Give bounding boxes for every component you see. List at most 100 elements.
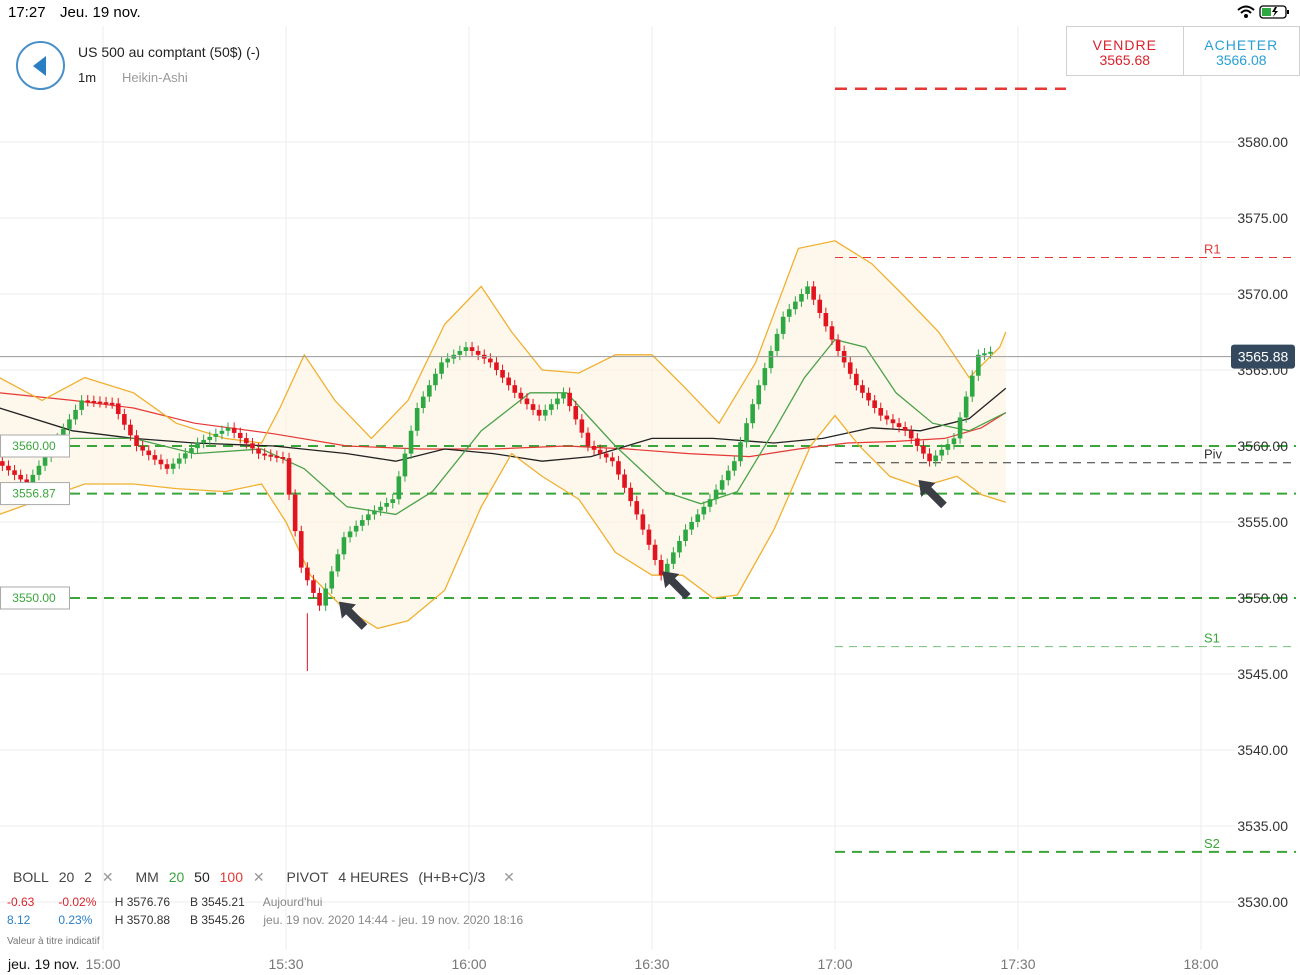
high-value: H 3576.76 [114,895,171,909]
candle-body [427,385,432,397]
candle-body [945,444,951,450]
buy-price: 3566.08 [1215,52,1267,68]
candle-body [103,402,109,405]
mm-20: 20 [168,869,185,885]
candle-body [122,414,127,425]
candle-body [445,358,450,363]
buy-label: ACHETER [1204,37,1279,53]
arrow-shape [339,601,368,630]
candle-body [384,503,389,507]
candle-body [713,489,719,500]
candle-body [933,455,938,462]
last-price-badge [1231,344,1295,369]
candle-body [237,432,243,439]
pointer-arrow-icon [339,601,368,630]
x-tick-label: 18:00 [1183,956,1218,972]
remove-boll-button[interactable]: ✕ [101,869,114,885]
x-tick-label: 16:30 [634,956,669,972]
candle-body [512,385,518,393]
candle-body [359,520,365,526]
sell-button[interactable]: VENDRE 3565.68 [1067,27,1184,75]
candle-body [549,404,554,410]
candle-body [420,396,426,408]
high-value: H 3570.88 [114,913,171,927]
candle-body [951,438,957,445]
low-value: B 3545.21 [190,895,245,909]
candle-body [457,351,463,355]
candle-body [689,522,694,530]
candle-body [530,404,536,410]
candle-body [976,354,981,376]
candle-body [890,419,896,424]
candle-body [902,427,908,431]
candle-body [957,417,963,439]
candle-body [811,286,816,300]
candle-body [433,373,438,386]
candle-body [207,436,213,440]
y-tick-label: 3550.00 [1237,590,1288,606]
remove-mm-button[interactable]: ✕ [252,869,265,885]
candle-body [250,443,255,449]
candle-body [695,514,701,522]
candle-body [341,537,347,555]
y-tick-label: 3580.00 [1237,134,1288,150]
mm-50: 50 [194,869,210,885]
stats-row-today: -0.63 -0.02% H 3576.76 B 3545.21 Aujourd… [7,895,322,909]
indicator-legend: BOLL 20 2 ✕ MM 20 50 100 ✕ PIVOT 4 HEURE… [13,869,521,886]
back-button[interactable] [16,41,65,90]
candle-body [128,424,133,436]
candle-body [225,427,231,431]
candle-body [292,494,298,532]
x-tick-label: 17:30 [1000,956,1035,972]
candle-body [616,461,621,475]
candle-body [567,392,572,407]
candle-body [793,301,798,310]
candle-body [494,362,499,370]
low-value: B 3545.26 [190,913,245,927]
candle-body [555,398,560,405]
candle-body [213,433,219,437]
candle-body [762,368,768,386]
timeframe-selector[interactable]: 1m [78,70,97,85]
candle-body [963,396,969,418]
mm-label: MM [135,869,159,885]
candle-body [671,552,676,564]
candle-body [201,439,206,443]
candle-body [683,529,688,541]
candle-body [561,392,566,399]
candle-body [189,448,194,454]
candle-body [634,501,640,515]
change-value: -0.63 [7,895,35,909]
candle-body [329,571,335,589]
pivot-label: S1 [1204,631,1220,646]
candle-body [115,403,121,415]
candle-body [335,554,341,572]
candle-body [896,423,902,427]
y-tick-label: 3575.00 [1237,210,1288,226]
remove-pivot-button[interactable]: ✕ [503,869,515,885]
boll-deviation: 2 [84,869,92,885]
candle-body [707,499,713,507]
candle-body [97,401,103,404]
period-label: jeu. 19 nov. 2020 14:44 - jeu. 19 nov. 2… [263,913,524,927]
candle-body [390,499,396,503]
candle-body [298,531,304,568]
pointer-arrow-icon [662,571,691,600]
x-tick-label: 15:00 [85,956,120,972]
candle-body [414,408,420,431]
candle-body [805,286,810,294]
candle-body [786,309,792,317]
candle-body [744,423,749,443]
candle-body [622,474,627,488]
candle-body [183,453,188,459]
candle-body [860,385,865,393]
buy-button[interactable]: ACHETER 3566.08 [1184,27,1300,75]
candle-body [73,409,78,420]
chart-type-selector[interactable]: Heikin-Ashi [122,70,188,85]
candle-body [323,588,328,606]
y-tick-label: 3535.00 [1237,818,1288,834]
candle-body [610,457,615,462]
candle-body [488,358,493,363]
candle-body [146,450,152,456]
